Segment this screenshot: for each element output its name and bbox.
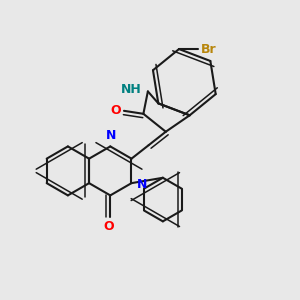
Text: O: O: [110, 104, 121, 117]
Text: NH: NH: [121, 82, 141, 95]
Text: N: N: [137, 178, 147, 191]
Text: Br: Br: [201, 43, 216, 56]
Text: O: O: [103, 220, 114, 233]
Text: N: N: [106, 129, 116, 142]
